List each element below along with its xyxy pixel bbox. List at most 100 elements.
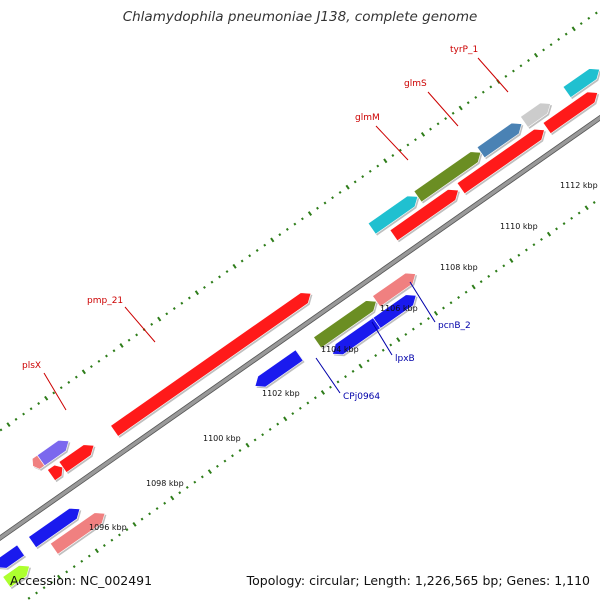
gene-label: glmS	[404, 79, 427, 89]
minor-tick	[248, 254, 252, 258]
outer-tick-row	[0, 11, 598, 432]
minor-tick	[276, 422, 280, 426]
gene-arrow	[520, 102, 551, 128]
major-tick	[132, 521, 137, 527]
minor-tick	[502, 264, 506, 268]
gene-label-leader	[371, 321, 393, 356]
minor-tick	[587, 16, 591, 20]
gene-label: pcnB_2	[438, 321, 471, 331]
kbp-tick-label: 1104 kbp	[321, 345, 359, 354]
minor-tick	[74, 375, 78, 379]
minor-tick	[391, 154, 395, 157]
minor-tick	[398, 148, 402, 152]
kbp-tick-label: 1102 kbp	[262, 389, 300, 398]
minor-tick	[200, 475, 204, 479]
minor-tick	[479, 280, 483, 284]
minor-tick	[110, 538, 114, 542]
minor-tick	[329, 385, 332, 389]
minor-tick	[436, 122, 440, 126]
major-tick	[170, 495, 175, 501]
major-tick	[383, 158, 388, 164]
minor-tick	[187, 296, 191, 300]
minor-tick	[263, 243, 267, 247]
minor-tick	[351, 369, 355, 373]
minor-tick	[163, 501, 167, 505]
gene-arrow	[36, 439, 70, 467]
major-tick	[433, 310, 439, 316]
minor-tick	[193, 480, 197, 484]
gene-arrow	[0, 544, 25, 569]
minor-tick	[429, 127, 432, 131]
backbone-shadow	[0, 114, 600, 542]
minor-tick	[223, 459, 227, 463]
gene-label-leader	[409, 281, 436, 323]
minor-tick	[361, 175, 365, 179]
gene-label: tyrP_1	[450, 45, 478, 55]
minor-tick	[549, 43, 553, 47]
major-tick	[94, 548, 99, 554]
minor-tick	[253, 438, 257, 442]
minor-tick	[225, 270, 229, 274]
minor-tick	[102, 544, 106, 547]
gene-label: pmp_21	[87, 296, 123, 306]
gene-label-leader	[43, 372, 67, 411]
minor-tick	[592, 201, 596, 204]
minor-tick	[481, 90, 485, 94]
major-tick	[57, 574, 62, 580]
kbp-tick-label: 1108 kbp	[440, 263, 478, 272]
minor-tick	[291, 412, 295, 416]
major-tick	[194, 290, 200, 296]
major-tick	[345, 184, 350, 190]
minor-tick	[579, 22, 583, 26]
genome-title: Chlamydophila pneumoniae J138, complete …	[122, 9, 478, 25]
minor-tick	[306, 401, 310, 405]
minor-tick	[14, 417, 18, 421]
minor-tick	[125, 528, 129, 532]
minor-tick	[540, 237, 543, 241]
kbp-tick-label: 1096 kbp	[89, 523, 127, 532]
minor-tick	[564, 32, 568, 36]
gene-label-leader	[427, 91, 459, 127]
gene-arrow	[542, 91, 598, 135]
minor-tick	[67, 380, 71, 384]
gene-arrow	[476, 122, 523, 159]
minor-tick	[532, 243, 536, 247]
minor-tick	[594, 11, 598, 15]
minor-tick	[419, 322, 423, 326]
minor-tick	[0, 428, 3, 432]
minor-tick	[494, 269, 498, 273]
gene-arrow	[367, 195, 419, 235]
minor-tick	[313, 396, 317, 400]
major-tick	[307, 211, 313, 216]
gene-arrow	[389, 189, 459, 242]
major-tick	[533, 52, 539, 58]
minor-tick	[451, 111, 455, 115]
minor-tick	[426, 317, 430, 321]
gene-label: glmM	[355, 113, 380, 123]
minor-tick	[466, 101, 470, 105]
minor-tick	[35, 591, 38, 595]
kbp-tick-label: 1106 kbp	[380, 304, 418, 313]
gene-label-leader	[124, 306, 156, 343]
minor-tick	[300, 217, 304, 221]
minor-tick	[172, 307, 176, 310]
minor-tick	[381, 348, 385, 352]
minor-tick	[331, 196, 335, 200]
major-tick	[584, 205, 589, 211]
minor-tick	[414, 138, 417, 142]
major-tick	[320, 390, 326, 395]
minor-tick	[155, 507, 159, 511]
minor-tick	[87, 554, 91, 558]
minor-tick	[89, 365, 93, 369]
minor-tick	[517, 253, 521, 257]
minor-tick	[524, 248, 528, 252]
accession-info: Accession: NC_002491	[10, 573, 152, 588]
minor-tick	[474, 95, 478, 99]
minor-tick	[338, 190, 342, 194]
major-tick	[458, 105, 463, 111]
minor-tick	[366, 359, 370, 363]
minor-tick	[180, 301, 184, 305]
gene-arrow	[413, 151, 482, 203]
major-tick	[546, 231, 552, 237]
